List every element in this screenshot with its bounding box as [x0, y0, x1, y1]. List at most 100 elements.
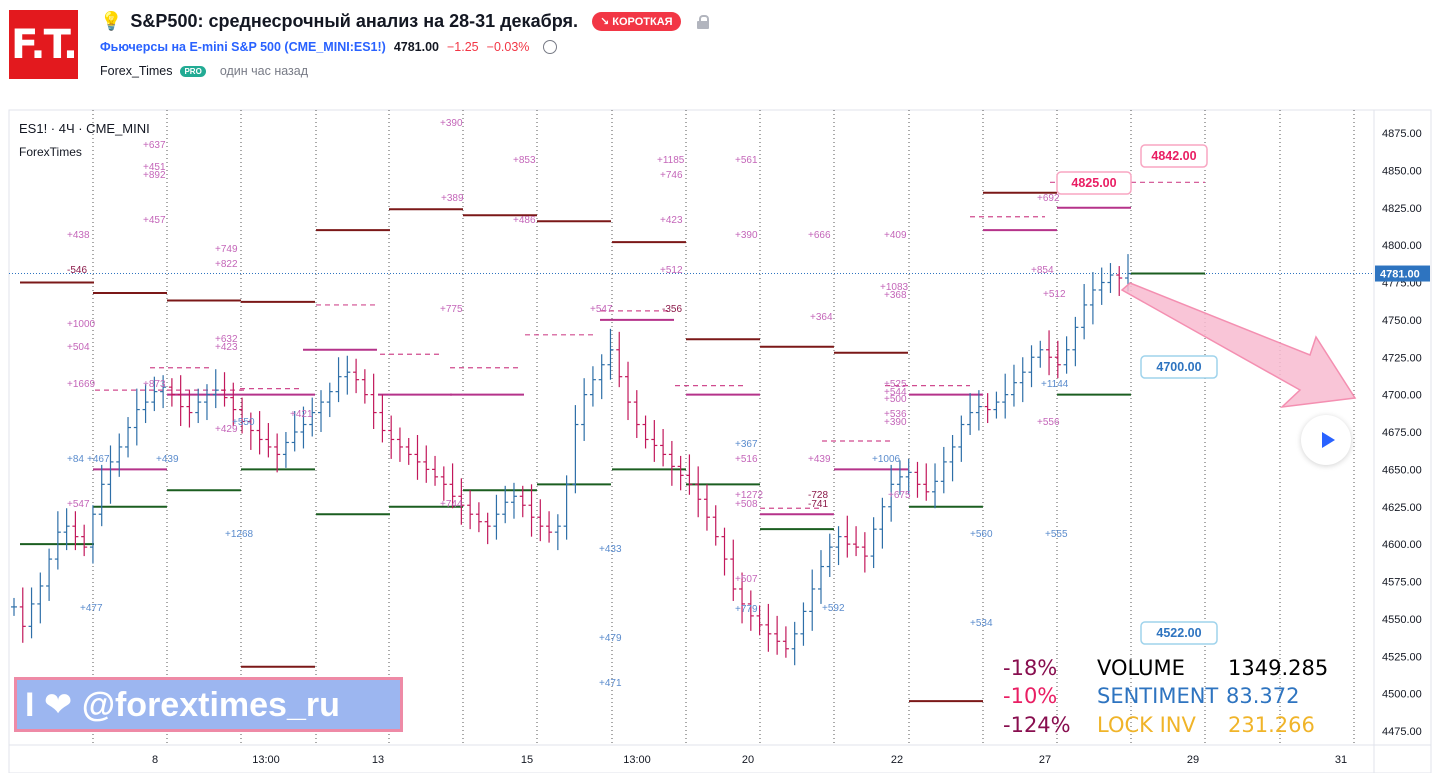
- price-callout-box: [1140, 144, 1208, 168]
- ohlc-bar: [581, 378, 588, 441]
- chart-symbol-legend[interactable]: ES1! · 4Ч · CME_MINI: [19, 121, 150, 136]
- volume-annotation: +421: [290, 409, 313, 420]
- ohlc-bar: [151, 376, 158, 412]
- price-callout-box: [1140, 355, 1218, 379]
- volume-annotation: +892: [143, 170, 166, 181]
- ohlc-bar: [1072, 316, 1079, 367]
- ohlc-bar: [98, 464, 105, 527]
- volume-annotation: +367: [735, 439, 758, 450]
- ohlc-bar: [546, 511, 553, 543]
- forextimes-logo[interactable]: F.T.: [9, 10, 78, 79]
- volume-annotation: +536: [884, 409, 907, 420]
- ohlc-bar: [967, 393, 974, 435]
- y-tick-label: 4675.00: [1382, 427, 1422, 439]
- volume-annotation: +457: [143, 215, 166, 226]
- ohlc-bar: [695, 466, 702, 518]
- volume-annotation: +512: [1043, 289, 1066, 300]
- volume-annotation: +692: [1037, 193, 1060, 204]
- ohlc-bar: [221, 372, 228, 407]
- volume-annotation: +1268: [225, 529, 254, 540]
- y-tick-label: 4700.00: [1382, 390, 1422, 402]
- volume-annotation: +409: [884, 230, 907, 241]
- x-tick-label: 13:00: [252, 754, 280, 766]
- ohlc-bar: [282, 432, 289, 468]
- ohlc-bar: [300, 406, 307, 449]
- ohlc-bar: [510, 482, 517, 519]
- volume-annotation: +512: [660, 265, 683, 276]
- volume-annotation: +84: [67, 454, 84, 465]
- ohlc-bar: [668, 440, 675, 486]
- x-tick-label: 31: [1335, 754, 1347, 766]
- volume-annotation: +429: [215, 424, 238, 435]
- ohlc-bar: [633, 390, 640, 438]
- ohlc-bar: [396, 427, 403, 462]
- ohlc-bar: [703, 484, 710, 531]
- ohlc-bar: [519, 485, 526, 518]
- short-badge: ↘ КОРОТКАЯ: [591, 12, 681, 31]
- ohlc-bar: [247, 412, 254, 450]
- volume-annotation: +592: [822, 603, 845, 614]
- last-price-label: 4781.00: [1380, 269, 1420, 281]
- ohlc-bar: [54, 511, 61, 570]
- ohlc-bar: [274, 433, 281, 473]
- ohlc-bar: [37, 572, 44, 624]
- ohlc-bar: [493, 494, 500, 540]
- ohlc-bar: [63, 508, 70, 551]
- volume-annotation: +547: [590, 304, 613, 315]
- ohlc-bar: [537, 499, 544, 542]
- ohlc-bar: [116, 433, 123, 477]
- volume-annotation: +423: [660, 215, 683, 226]
- ohlc-bar: [607, 328, 614, 380]
- volume-annotation: +746: [660, 170, 683, 181]
- y-tick-label: 4875.00: [1382, 128, 1422, 140]
- x-tick-label: 29: [1187, 754, 1199, 766]
- ohlc-bar: [958, 415, 965, 462]
- ohlc-bar: [1046, 330, 1053, 376]
- forecast-arrow: [1120, 282, 1357, 409]
- volume-annotation: +525: [884, 379, 907, 390]
- play-button[interactable]: [1301, 415, 1351, 465]
- ohlc-bar: [940, 446, 947, 494]
- indicator-legend[interactable]: ForexTimes: [19, 145, 82, 159]
- ohlc-bar: [853, 526, 860, 557]
- ohlc-bar: [379, 394, 386, 443]
- ohlc-bar: [677, 455, 684, 491]
- alarm-icon[interactable]: [543, 40, 558, 54]
- ohlc-bar: [914, 461, 921, 498]
- ohlc-bar: [89, 505, 96, 564]
- ohlc-bar: [712, 505, 719, 546]
- volume-annotation: +1006: [872, 454, 901, 465]
- volume-annotation: +744: [440, 499, 463, 510]
- volume-annotation: +439: [156, 454, 179, 465]
- volume-annotation: +556: [1037, 417, 1060, 428]
- ohlc-bar: [739, 572, 746, 624]
- ohlc-bar: [125, 417, 132, 458]
- ohlc-bar: [791, 621, 798, 666]
- volume-annotation: +471: [599, 678, 622, 689]
- ohlc-bar: [168, 378, 175, 407]
- volume-annotation: +873: [143, 379, 166, 390]
- idea-title-row: 💡 S&P500: среднесрочный анализ на 28-31 …: [100, 11, 709, 32]
- ohlc-bar: [879, 497, 886, 549]
- stat-label: SENTIMENT: [1097, 684, 1219, 708]
- ohlc-bar: [230, 382, 237, 427]
- volume-annotation: +390: [735, 230, 758, 241]
- ohlc-bar: [528, 484, 535, 537]
- ohlc-bar: [11, 597, 17, 616]
- stat-pct: -10%: [1003, 684, 1058, 708]
- publish-time: один час назад: [219, 64, 309, 78]
- ohlc-bar: [1054, 340, 1061, 379]
- x-tick-label: 22: [891, 754, 903, 766]
- volume-annotation: +555: [1045, 529, 1068, 540]
- author-name[interactable]: Forex_Times: [100, 64, 173, 78]
- price-change: −1.25: [447, 40, 479, 54]
- volume-annotation: +749: [215, 244, 238, 255]
- ohlc-bar: [1098, 267, 1105, 305]
- ohlc-bar: [423, 445, 430, 483]
- volume-annotation: +390: [440, 118, 463, 129]
- ohlc-bar: [1010, 364, 1017, 407]
- symbol-link[interactable]: Фьючерсы на E-mini S&P 500 (CME_MINI:ES1…: [100, 40, 386, 54]
- volume-annotation: +666: [808, 230, 831, 241]
- ohlc-bar: [318, 390, 325, 432]
